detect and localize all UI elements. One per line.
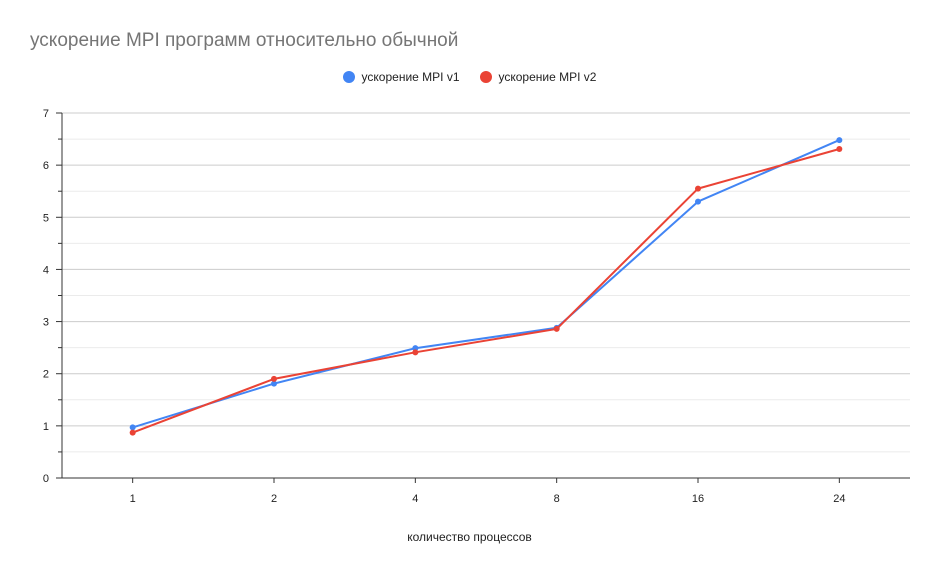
legend-marker-v2 [479,71,492,83]
data-point-v1 [695,198,701,205]
legend-label-v2: ускорение MPI v2 [498,70,597,84]
y-tick-label: 7 [43,108,49,120]
x-axis-title: количество процессов [407,530,532,544]
y-tick-label: 4 [43,264,49,276]
x-tick-label: 24 [833,493,845,505]
data-point-v2 [695,185,701,192]
y-tick-label: 0 [43,473,49,485]
x-tick-label: 1 [130,493,136,505]
data-point-v2 [412,349,419,356]
y-tick-label: 5 [43,212,49,224]
legend-item-v1[interactable]: ускорение MPI v1 [342,70,460,84]
data-point-v2 [553,325,560,332]
series-line-v2 [132,148,840,434]
y-tick-label: 2 [43,369,49,381]
legend-item-v2[interactable]: ускорение MPI v2 [479,70,597,84]
data-point-v2 [271,375,277,382]
legend: ускорение MPI v1 ускорение MPI v2 [0,70,939,84]
legend-label-v1: ускорение MPI v1 [361,70,460,84]
data-point-v1 [129,424,136,431]
data-point-v1 [412,345,419,352]
x-tick-label: 16 [692,493,704,505]
chart-title: ускорение MPI программ относительно обыч… [30,30,459,51]
data-point-v2 [836,145,843,152]
series-line-v1 [132,139,840,429]
data-point-v1 [836,137,843,144]
data-point-v2 [129,429,136,436]
x-tick-label: 2 [271,493,277,505]
y-tick-label: 6 [43,160,49,172]
y-tick-label: 1 [43,421,49,433]
x-tick-label: 4 [412,493,418,505]
x-tick-label: 8 [554,493,560,505]
legend-marker-v1 [342,71,355,83]
data-point-v1 [271,380,277,387]
y-tick-label: 3 [43,317,49,329]
